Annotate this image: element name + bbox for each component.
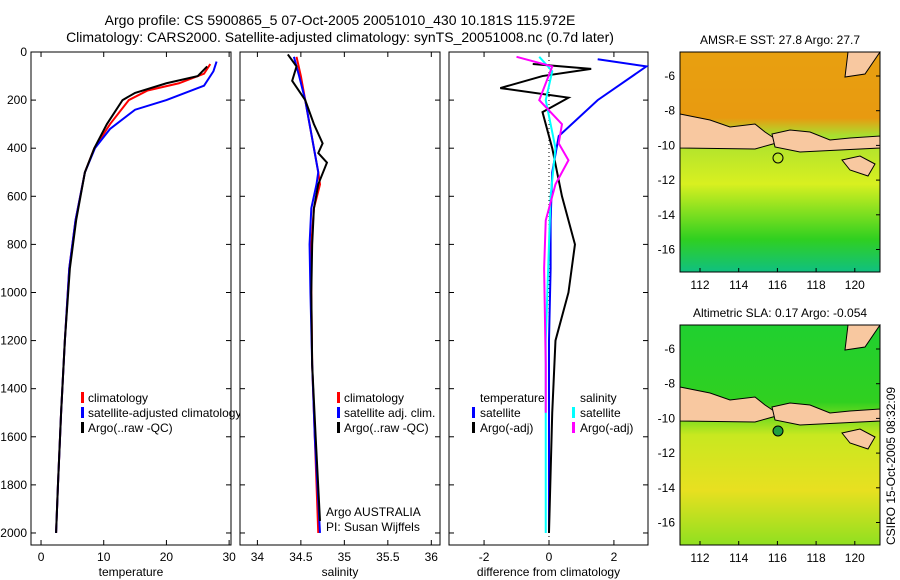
map-y-tick-label: -14 [658, 481, 676, 495]
map-y-tick-label: -6 [664, 342, 675, 356]
y-tick-label: 1000 [0, 285, 27, 299]
y-tick-label: 1800 [0, 478, 27, 492]
map-y-tick-label: -14 [658, 208, 676, 222]
map-x-tick-label: 120 [845, 278, 865, 292]
map-frame [679, 324, 881, 546]
x-tick-label: 10 [97, 550, 111, 564]
x-tick-label: 30 [222, 550, 236, 564]
series-line [500, 63, 592, 534]
timestamp-stamp: CSIRO 15-Oct-2005 08:32:09 [884, 387, 898, 545]
series-line [516, 55, 570, 413]
legend-swatch [337, 422, 340, 433]
legend-label: Argo(..raw -QC) [88, 421, 173, 435]
map-y-tick-label: -16 [658, 516, 676, 530]
legend-swatch [337, 407, 340, 418]
legend-label: Argo(-adj) [480, 421, 533, 435]
map-y-tick-label: -12 [658, 446, 676, 460]
map-x-tick-label: 112 [690, 551, 709, 565]
legend-label: temperature [480, 391, 545, 405]
legend-label: Argo(-adj) [580, 421, 633, 435]
map-x-tick-label: 116 [768, 278, 787, 292]
legend-swatch [472, 407, 475, 418]
plot-frame [30, 51, 232, 546]
x-axis-label: difference from climatology [477, 565, 620, 579]
x-tick-label: 20 [160, 550, 174, 564]
x-tick-label: 35 [338, 550, 352, 564]
x-axis-label: salinity [322, 565, 359, 579]
x-tick-label: 34 [251, 550, 265, 564]
map-y-tick-label: -12 [658, 173, 676, 187]
x-tick-label: 36 [425, 550, 439, 564]
map-x-tick-label: 116 [768, 551, 787, 565]
map-y-tick-label: -8 [664, 104, 675, 118]
figure-title-line1: Argo profile: CS 5900865_5 07-Oct-2005 2… [104, 12, 576, 28]
x-tick-label: 0 [38, 550, 45, 564]
figure-title-line2: Climatology: CARS2000. Satellite-adjuste… [66, 29, 614, 45]
y-tick-label: 2000 [0, 526, 27, 540]
legend-swatch [81, 407, 84, 418]
map-x-tick-label: 118 [807, 278, 826, 292]
map-y-tick-label: -10 [658, 138, 676, 152]
land-java [679, 113, 782, 150]
y-tick-label: 1600 [0, 430, 27, 444]
x-tick-label: 0 [546, 550, 553, 564]
map-y-tick-label: -8 [664, 377, 675, 391]
legend-label: satellite [480, 406, 521, 420]
y-tick-label: 0 [20, 45, 27, 59]
map-x-tick-label: 118 [807, 551, 826, 565]
land-java [679, 386, 782, 423]
map-title: AMSR-E SST: 27.8 Argo: 27.7 [700, 33, 860, 47]
y-tick-label: 1400 [0, 382, 27, 396]
y-tick-label: 800 [7, 237, 27, 251]
legend-swatch [81, 392, 84, 403]
map-x-tick-label: 114 [729, 551, 748, 565]
panel-1: 34 34.5 35 35.5 36 salinity climatologysatelli… [239, 51, 441, 579]
y-tick-label: 400 [7, 141, 27, 155]
legend-label: salinity [580, 391, 617, 405]
x-tick-label: 34.5 [289, 550, 313, 564]
y-tick-label: 200 [7, 93, 27, 107]
series-line [287, 53, 329, 522]
legend-swatch [472, 422, 475, 433]
x-tick-label: 2 [611, 550, 618, 564]
legend-swatch [81, 422, 84, 433]
legend-swatch [572, 422, 575, 433]
legend-label: satellite adj. clim. [344, 406, 435, 420]
legend-label: satellite [580, 406, 621, 420]
legend-label: climatology [88, 391, 148, 405]
argo-location-marker [772, 152, 784, 164]
map-x-tick-label: 112 [690, 278, 709, 292]
y-tick-label: 1200 [0, 334, 27, 348]
map-x-tick-label: 114 [729, 278, 748, 292]
legend-swatch [572, 407, 575, 418]
panel-0: 0 10 20 30 temperature 0 200 400 600 800 1000 1200 1… [0, 45, 241, 579]
annotation: Argo AUSTRALIA [326, 505, 421, 519]
legend-label: Argo(..raw -QC) [344, 421, 429, 435]
map-0: AMSR-E SST: 27.8 Argo: 27.7 112 114 116 118 1… [658, 33, 881, 292]
legend-label: climatology [344, 391, 404, 405]
x-tick-label: 35.5 [376, 550, 400, 564]
plot-frame [239, 51, 441, 546]
map-x-tick-label: 120 [845, 551, 865, 565]
x-axis-label: temperature [99, 565, 164, 579]
land-sumba [841, 428, 876, 450]
legend-label: satellite-adjusted climatology [88, 406, 241, 420]
map-1: Altimetric SLA: 0.17 Argo: -0.054 112 114 1… [658, 306, 881, 565]
argo-location-marker [772, 425, 784, 437]
y-tick-label: 600 [7, 189, 27, 203]
annotation: PI: Susan Wijffels [326, 520, 420, 534]
legend-swatch [337, 392, 340, 403]
map-y-tick-label: -6 [664, 69, 675, 83]
map-y-tick-label: -16 [658, 243, 676, 257]
x-tick-label: -2 [479, 550, 490, 564]
series-line [55, 65, 208, 534]
map-title: Altimetric SLA: 0.17 Argo: -0.054 [693, 306, 867, 320]
map-y-tick-label: -10 [658, 411, 676, 425]
map-frame [679, 51, 881, 273]
land-sumba [841, 155, 876, 177]
